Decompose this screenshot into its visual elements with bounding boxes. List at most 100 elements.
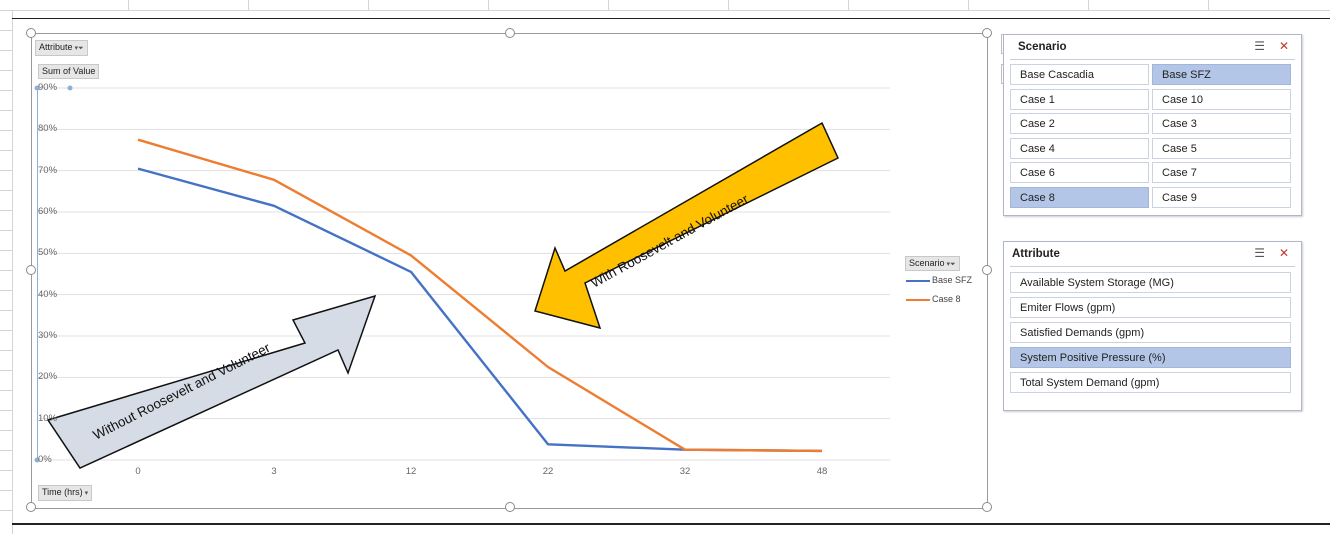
y-tick-label: 70% [38, 164, 58, 176]
resize-handle-mr[interactable] [982, 265, 992, 275]
sheet-row-line [0, 250, 12, 251]
sheet-row-line [0, 90, 12, 91]
sheet-border-top [12, 18, 1330, 19]
x-tick-label: 22 [542, 466, 554, 477]
series-lines [137, 138, 823, 453]
y-tick-label: 30% [38, 330, 58, 341]
slicer-item-case-6[interactable]: Case 6 [1010, 162, 1149, 183]
x-tick-label: 48 [816, 466, 828, 477]
sheet-row-line [0, 130, 12, 131]
time-field-label: Time (hrs) [42, 487, 83, 497]
y-tick-label: 0% [38, 454, 52, 465]
y-tick-label: 10% [38, 412, 58, 424]
plot-area-edge [37, 88, 38, 460]
resize-handle-ml[interactable] [26, 265, 36, 275]
yellow-arrow-label: With Roosevelt and Volunteer [588, 191, 751, 291]
resize-handle-bc[interactable] [505, 502, 515, 512]
sheet-row-line [0, 30, 12, 31]
gray-annotation-arrow [46, 294, 377, 469]
slicer-item-base-sfz[interactable]: Base SFZ [1152, 64, 1291, 85]
sheet-row-line [0, 330, 12, 331]
sheet-row-line [0, 470, 12, 471]
slicer-item-available-system-storage-mg[interactable]: Available System Storage (MG) [1010, 272, 1291, 293]
legend-swatch [906, 279, 930, 282]
slicer-divider [1010, 59, 1295, 60]
sum-of-value-button[interactable]: Sum of Value [38, 64, 100, 79]
resize-handle-tc[interactable] [505, 28, 515, 38]
sheet-column-line [1088, 0, 1089, 10]
slicer-item-case-1[interactable]: Case 1 [1010, 88, 1149, 110]
resize-handle-br[interactable] [982, 502, 992, 512]
sheet-row-line [0, 430, 12, 431]
resize-handle-tr[interactable] [982, 28, 992, 38]
sheet-row-line [0, 270, 12, 271]
multiselect-icon[interactable]: ☰ [1254, 39, 1265, 53]
sheet-row-line [0, 230, 12, 231]
legend-label: Base SFZ [932, 275, 973, 285]
slicer-item-case-5[interactable]: Case 5 [1152, 137, 1291, 159]
resize-handle-bl[interactable] [26, 502, 36, 512]
plot-handle-top2 [67, 85, 73, 91]
plot-handle-bottom [34, 457, 40, 463]
slicer-divider [1010, 266, 1295, 267]
resize-handle-tl[interactable] [26, 28, 36, 38]
sheet-row-line [0, 170, 12, 171]
multiselect-icon[interactable]: ☰ [1254, 246, 1265, 260]
filter-dropdown-icon: ▾⏷ [946, 261, 956, 268]
sum-of-value-label: Sum of Value [42, 66, 96, 76]
x-tick-label: 3 [271, 466, 277, 477]
plot-handle-top [34, 85, 40, 91]
slicer-item-system-positive-pressure[interactable]: System Positive Pressure (%) [1010, 347, 1291, 368]
y-tick-label: 50% [38, 247, 58, 259]
series-line-case-8 [137, 138, 823, 453]
gridlines [37, 87, 890, 461]
clear-filter-icon[interactable]: ✕ [1278, 246, 1289, 260]
sheet-column-line [488, 0, 489, 10]
sheet-row-line [0, 190, 12, 191]
sheet-row-line [0, 290, 12, 291]
y-tick-label: 80% [38, 123, 58, 135]
sheet-row-line [0, 390, 12, 391]
sheet-row-line [0, 450, 12, 451]
slicer-item-case-9[interactable]: Case 9 [1152, 186, 1291, 208]
sheet-row-line [0, 150, 12, 151]
sheet-column-line [728, 0, 729, 10]
slicer-item-case-8[interactable]: Case 8 [1010, 186, 1149, 208]
dropdown-icon: ▾ [84, 490, 89, 497]
slicer-item-satisfied-demands-gpm[interactable]: Satisfied Demands (gpm) [1010, 322, 1291, 343]
x-tick-label: 32 [679, 466, 691, 477]
clear-filter-icon[interactable]: ✕ [1278, 39, 1289, 53]
sheet-column-line [248, 0, 249, 10]
filter-dropdown-icon: ▾⏷ [74, 45, 84, 52]
sheet-row-line [0, 110, 12, 111]
yellow-annotation-arrow [534, 121, 839, 330]
x-tick-label: 0 [135, 466, 141, 477]
y-tick-label: 60% [38, 206, 58, 217]
sheet-row-line [0, 310, 12, 311]
sheet-column-header [0, 0, 1330, 11]
legend-label: Case 8 [932, 294, 961, 304]
sheet-row-line [0, 50, 12, 51]
sheet-border-bottom [12, 523, 1330, 525]
slicer-item-emiter-flows-gpm[interactable]: Emiter Flows (gpm) [1010, 297, 1291, 318]
attribute-field-button[interactable]: Attribute ▾⏷ [35, 40, 88, 56]
slicer-item-case-10[interactable]: Case 10 [1152, 88, 1291, 110]
time-field-button[interactable]: Time (hrs) ▾ [38, 485, 93, 501]
sheet-row-line [0, 70, 12, 71]
y-tick-label: 40% [38, 288, 58, 300]
sheet-row-line [0, 510, 12, 511]
scenario-slicer: Scenario ☰ ✕ Base Cascadia Base SFZ Case 1… [1003, 34, 1302, 216]
slicer-item-case-7[interactable]: Case 7 [1152, 162, 1291, 183]
sheet-row-line [0, 370, 12, 371]
slicer-item-case-3[interactable]: Case 3 [1152, 113, 1291, 134]
legend-swatch [906, 298, 930, 301]
slicer-item-case-2[interactable]: Case 2 [1010, 113, 1149, 134]
slicer-item-case-4[interactable]: Case 4 [1010, 137, 1149, 159]
slicer-item-base-cascadia[interactable]: Base Cascadia [1010, 64, 1149, 85]
attribute-slicer-title: Attribute [1012, 248, 1060, 260]
slicer-item-total-system-demand-gpm[interactable]: Total System Demand (gpm) [1010, 372, 1291, 393]
legend-item-case-8: Case 8 [906, 294, 961, 304]
legend-scenario-button[interactable]: Scenario ▾⏷ [905, 256, 960, 271]
attribute-slicer: Attribute ☰ ✕ Available System Storage (… [1003, 241, 1302, 411]
